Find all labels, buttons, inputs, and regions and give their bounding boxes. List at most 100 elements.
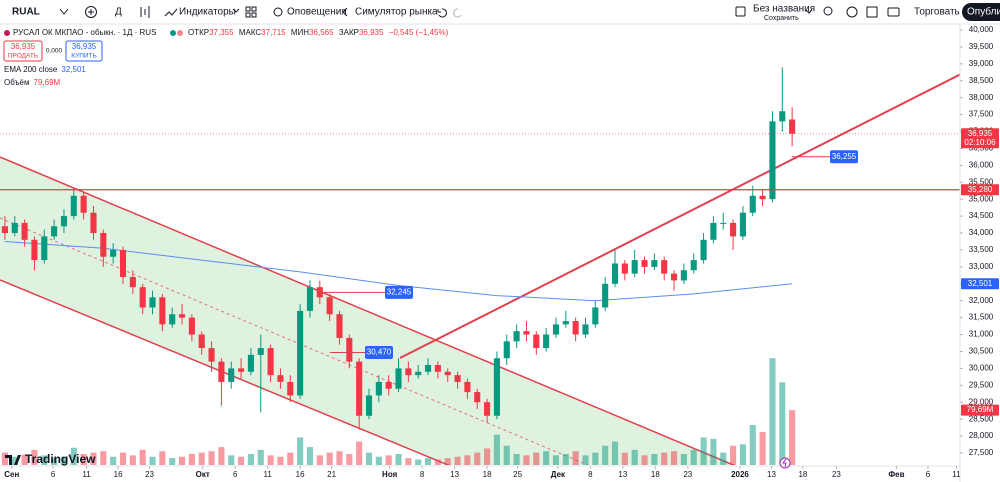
trend-line bbox=[399, 73, 960, 359]
candle-body bbox=[70, 195, 77, 217]
dropdown-icon[interactable] bbox=[232, 8, 240, 13]
ema-name: EMA 200 close bbox=[4, 65, 58, 74]
add-symbol-plus bbox=[88, 9, 94, 15]
field-value: 37,715 bbox=[261, 28, 286, 37]
sell-price[interactable]: 36,935 bbox=[11, 42, 36, 51]
candle-body bbox=[700, 239, 707, 261]
replay[interactable]: Симулятор рынка bbox=[355, 7, 438, 18]
channel-upper bbox=[0, 156, 736, 465]
ema-legend: EMA 200 close 32,501 bbox=[4, 65, 86, 74]
volume-bar bbox=[198, 452, 205, 465]
candle-body bbox=[415, 371, 422, 376]
volume-bar bbox=[415, 459, 422, 465]
x-tick-label: Фев bbox=[888, 470, 904, 479]
sell-label[interactable]: ПРОДАТЬ bbox=[8, 53, 38, 60]
settings-icon[interactable] bbox=[846, 6, 858, 18]
annotation-label: 32,245 bbox=[387, 288, 412, 297]
volume-bar bbox=[51, 458, 58, 465]
buy-button[interactable] bbox=[65, 40, 103, 62]
candle-body bbox=[41, 236, 48, 261]
candle-body bbox=[218, 361, 225, 382]
candle-body bbox=[670, 273, 678, 281]
layouts-icon[interactable] bbox=[245, 6, 251, 12]
interval[interactable]: Д bbox=[115, 7, 122, 18]
volume-bar bbox=[582, 455, 589, 465]
compare-icon[interactable] bbox=[59, 8, 69, 15]
candle-body bbox=[651, 260, 658, 267]
add-symbol-icon[interactable] bbox=[85, 6, 97, 18]
search-icon[interactable] bbox=[823, 6, 833, 16]
volume-bar bbox=[277, 456, 284, 465]
replay-icon[interactable] bbox=[342, 7, 348, 17]
candle-body bbox=[267, 348, 274, 376]
candle-body bbox=[424, 365, 432, 372]
x-tick-label: 25 bbox=[513, 470, 522, 479]
x-tick-label: 23 bbox=[683, 470, 692, 479]
volume-label: 79,69M bbox=[967, 405, 994, 414]
candle-body bbox=[178, 314, 186, 318]
candle-body bbox=[60, 216, 68, 227]
fullscreen-icon[interactable] bbox=[866, 6, 878, 18]
volume-bar bbox=[297, 437, 304, 465]
indicators-icon[interactable] bbox=[164, 8, 178, 17]
candle-body bbox=[759, 195, 766, 200]
annotation-box bbox=[385, 285, 413, 299]
volume-legend: Объём 79,69M bbox=[4, 78, 61, 87]
publish-button[interactable] bbox=[962, 3, 1000, 21]
alerts[interactable]: Оповещения bbox=[287, 7, 347, 18]
save-status[interactable]: Сохранить bbox=[764, 15, 799, 22]
x-tick-label: 2026 bbox=[731, 470, 749, 479]
x-tick-label: Сен bbox=[4, 470, 19, 479]
candle-body bbox=[238, 368, 245, 372]
volume-bar bbox=[661, 452, 668, 465]
volume-bar bbox=[405, 458, 412, 465]
layout-name[interactable]: Без названия bbox=[753, 4, 815, 15]
buy-price[interactable]: 36,935 bbox=[72, 42, 97, 51]
dropdown-icon[interactable] bbox=[805, 9, 813, 14]
volume-bar bbox=[680, 453, 687, 465]
market-status bbox=[170, 30, 176, 36]
volume-bar bbox=[11, 456, 18, 465]
publish-label[interactable]: Опубликовать bbox=[967, 6, 1000, 18]
toolbar-bg bbox=[0, 0, 1000, 24]
candle-body bbox=[454, 375, 461, 382]
undo-icon[interactable] bbox=[437, 8, 447, 18]
field-label: МИН bbox=[291, 28, 309, 37]
candle-body bbox=[228, 368, 235, 382]
y-tick-label: 40,000 bbox=[969, 25, 994, 34]
snapshot-icon[interactable] bbox=[887, 7, 900, 17]
chart-type-icon[interactable] bbox=[140, 6, 150, 18]
sell-button[interactable] bbox=[3, 40, 43, 62]
volume-bar bbox=[80, 453, 87, 465]
candle-body bbox=[572, 321, 579, 335]
volume-bar bbox=[70, 447, 77, 465]
redo-icon[interactable] bbox=[453, 8, 462, 18]
field-value: 37,355 bbox=[209, 28, 234, 37]
volume-bar bbox=[484, 448, 491, 465]
volume-bar bbox=[749, 425, 756, 465]
candle-body bbox=[365, 395, 373, 416]
volume-bar bbox=[739, 444, 746, 465]
volume-bar bbox=[257, 449, 264, 465]
event-icon-bolt bbox=[782, 458, 787, 468]
trade-button[interactable]: Торговать bbox=[914, 7, 960, 18]
candle-body bbox=[316, 287, 323, 298]
candle-body bbox=[119, 249, 127, 278]
symbol[interactable]: RUAL bbox=[12, 7, 40, 18]
volume-bar bbox=[789, 410, 796, 465]
y-tick-label: 35,500 bbox=[969, 177, 994, 186]
channel-median bbox=[0, 217, 589, 465]
buy-label[interactable]: КУПИТЬ bbox=[71, 53, 97, 60]
candle-body bbox=[80, 195, 87, 213]
candle-body bbox=[149, 297, 156, 308]
volume-bar bbox=[316, 455, 323, 465]
candle-body bbox=[523, 331, 530, 335]
y-tick-label: 34,500 bbox=[969, 211, 994, 220]
candle-body bbox=[31, 239, 38, 261]
alert-icon[interactable] bbox=[273, 7, 283, 17]
candle-body bbox=[543, 334, 550, 349]
layout-icon[interactable] bbox=[735, 6, 746, 17]
volume-bar bbox=[592, 452, 599, 465]
indicators[interactable]: Индикаторы bbox=[179, 7, 236, 18]
